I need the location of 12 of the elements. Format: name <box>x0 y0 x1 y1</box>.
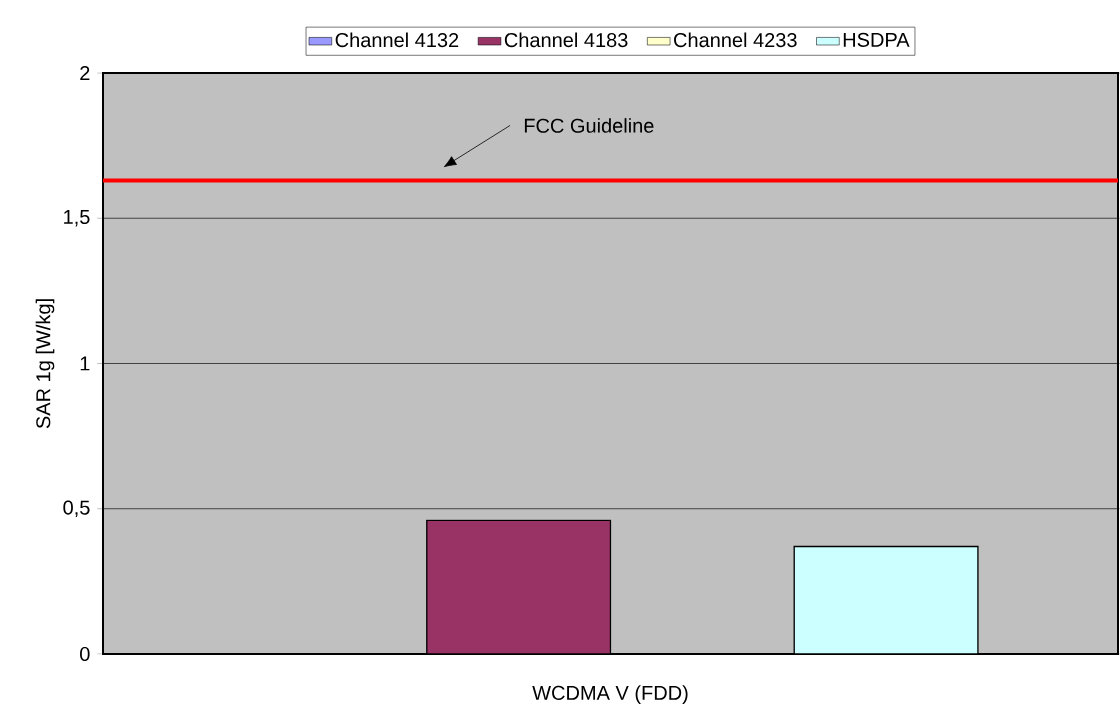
y-tick-label: 1,5 <box>64 210 90 227</box>
y-tick-label: 0,5 <box>63 500 90 517</box>
legend-label: Channel 4183 <box>504 32 628 48</box>
y-tick-label: 0 <box>80 646 90 662</box>
ref-line-label: FCC Guideline <box>524 118 654 133</box>
legend-label: Channel 4233 <box>674 32 797 48</box>
x-tick-label: WCDMA V (FDD) <box>532 685 688 704</box>
y-axis-title: SAR 1g [W/kg] <box>35 299 55 429</box>
y-tick-label: 2 <box>80 66 90 80</box>
legend-label: HSDPA <box>843 32 910 47</box>
legend-label: Channel 4132 <box>335 32 459 48</box>
y-tick-label: 1 <box>80 356 90 371</box>
